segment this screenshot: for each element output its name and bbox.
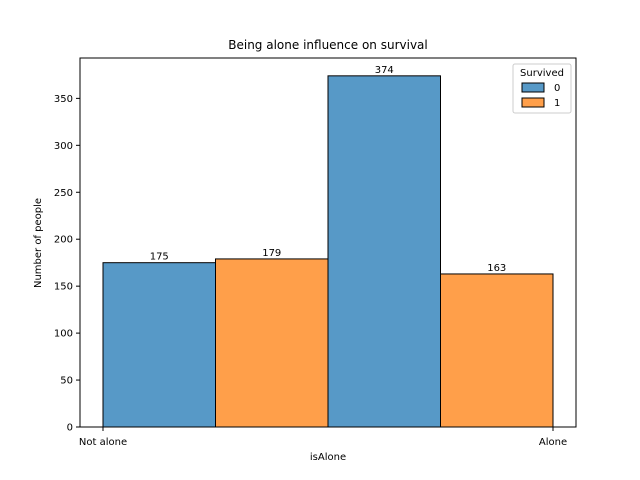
plot-frame: [79, 57, 577, 428]
legend-swatch: [521, 82, 545, 93]
y-tick-label: 0: [67, 423, 73, 434]
legend-swatch: [521, 97, 545, 108]
x-tick-label: Not alone: [79, 437, 127, 448]
legend-entries: 01: [521, 82, 560, 109]
y-tick-label: 50: [60, 376, 73, 387]
bar-not-alone-survived-0: [102, 262, 216, 428]
bar-alone-survived-1: [440, 273, 554, 428]
y-tick-label: 250: [54, 188, 73, 199]
y-tick-label: 350: [54, 94, 73, 105]
data-labels-layer: 175 179 374 163: [150, 65, 507, 274]
y-tick-label: 200: [54, 235, 73, 246]
bar-not-alone-survived-1: [215, 258, 329, 428]
bars-layer: [102, 75, 554, 428]
data-label: 175: [150, 252, 169, 263]
x-tick-label: Alone: [539, 437, 567, 448]
y-tick-label: 150: [54, 282, 73, 293]
y-axis: 0 50 100 150 200 250 300 350: [54, 94, 80, 434]
chart-title: Being alone influence on survival: [228, 38, 427, 52]
bar-alone-survived-0: [327, 75, 441, 428]
y-tick-label: 300: [54, 141, 73, 152]
x-axis: Not alone Alone: [79, 427, 567, 448]
y-axis-label: Number of people: [33, 198, 44, 288]
x-axis-label: isAlone: [310, 452, 346, 463]
data-label: 179: [262, 248, 281, 259]
data-label: 374: [375, 65, 394, 76]
legend-label: 0: [554, 83, 560, 94]
legend-label: 1: [554, 98, 560, 109]
y-tick-label: 100: [54, 329, 73, 340]
legend-title: Survived: [520, 68, 564, 79]
data-label: 163: [487, 263, 506, 274]
legend: Survived 01: [512, 63, 572, 114]
